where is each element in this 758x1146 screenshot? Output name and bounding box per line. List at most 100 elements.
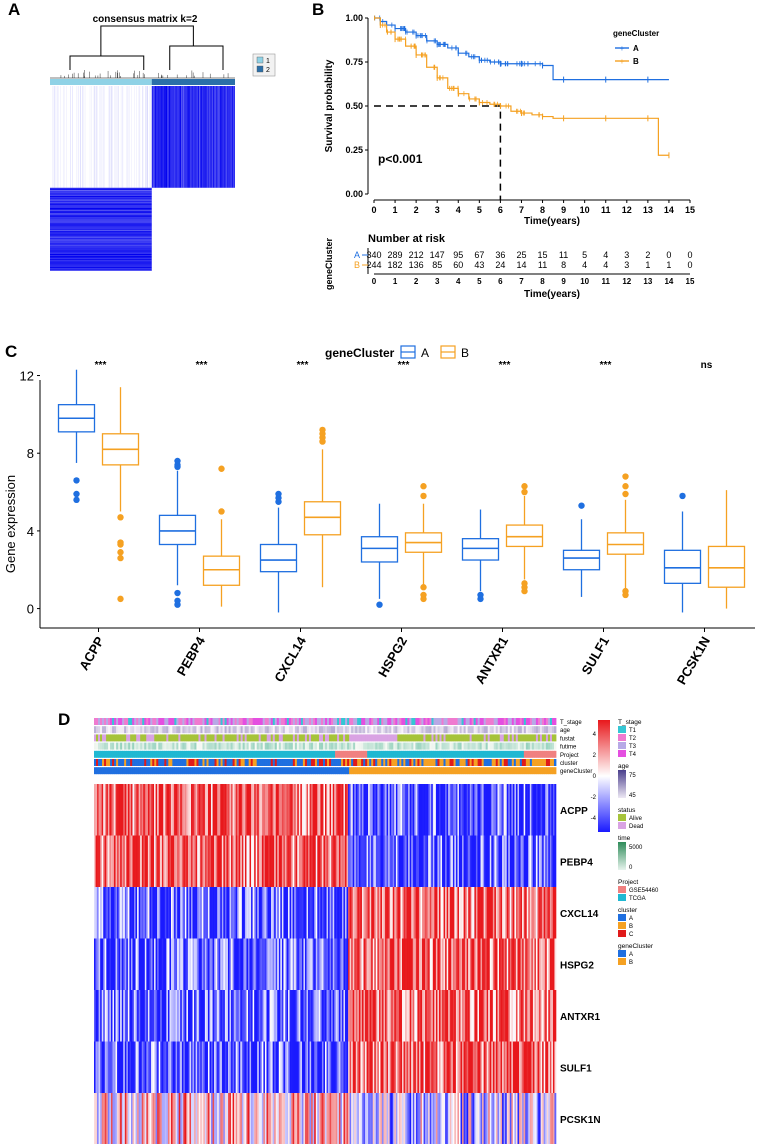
- heatmap-row-label-PCSK1N: PCSK1N: [560, 1115, 601, 1126]
- risk-count: 0: [666, 250, 671, 260]
- risk-x-tick-label: 9: [561, 277, 566, 286]
- x-tick-label: HSPG2: [375, 634, 410, 680]
- outlier-point: [73, 477, 80, 484]
- legend-label: 45: [629, 793, 636, 799]
- annotation-label: Project: [560, 753, 579, 759]
- consensus-matrix-heatmap: [50, 86, 235, 271]
- legend-label: T2: [629, 736, 637, 742]
- outlier-point: [521, 488, 528, 496]
- risk-count: 5: [582, 250, 587, 260]
- risk-count: 25: [516, 250, 526, 260]
- annotation-label: T_stage: [560, 720, 582, 726]
- risk-row-label-B: B: [354, 260, 360, 270]
- risk-row-label-A: A: [354, 250, 360, 260]
- significance-label: ***: [95, 360, 107, 371]
- legend-label-A: A: [633, 44, 639, 53]
- risk-count: 340: [366, 250, 381, 260]
- panel-label-d: D: [58, 710, 71, 729]
- significance-label: ns: [701, 360, 713, 371]
- x-axis-label: Time(years): [524, 216, 580, 227]
- box-CXCL14-B: [303, 501, 342, 536]
- legend-marker-A: +: [620, 44, 625, 53]
- legend-title-Project: Project: [618, 879, 638, 886]
- risk-count: 3: [624, 250, 629, 260]
- risk-count: 136: [409, 260, 424, 270]
- risk-x-tick-label: 2: [414, 277, 419, 286]
- risk-x-tick-label: 13: [643, 277, 652, 286]
- y-tick-label: 0.50: [345, 101, 363, 111]
- risk-count: 2: [645, 250, 650, 260]
- heatmap-row-SULF1: [94, 1041, 557, 1093]
- outlier-point: [73, 490, 80, 498]
- outlier-point: [73, 496, 80, 504]
- annotation-track-geneCluster: [94, 767, 557, 775]
- risk-count: 4: [603, 260, 608, 270]
- legend-swatch: [618, 914, 626, 921]
- legend-title-T_stage: T_stage: [618, 719, 642, 726]
- legend-label-A: A: [421, 346, 429, 360]
- risk-count: 60: [453, 260, 463, 270]
- legend-swatch: [618, 930, 626, 937]
- x-tick-label: 10: [580, 205, 590, 215]
- significance-label: ***: [297, 360, 309, 371]
- risk-x-tick-label: 5: [477, 277, 482, 286]
- risk-count: 244: [366, 260, 381, 270]
- x-tick-label: PCSK1N: [674, 634, 713, 687]
- annotation-label: age: [560, 728, 571, 734]
- legend-label: C: [629, 932, 634, 938]
- legend-label: A: [629, 952, 633, 958]
- risk-count: 43: [474, 260, 484, 270]
- x-tick-label: 7: [519, 205, 524, 215]
- legend-swatch: [618, 822, 626, 829]
- box-ANTXR1-A: [461, 538, 500, 561]
- risk-count: 4: [603, 250, 608, 260]
- legend-swatch: [618, 734, 626, 741]
- x-tick-label: SULF1: [579, 634, 613, 677]
- risk-x-tick-label: 10: [580, 277, 589, 286]
- risk-x-tick-label: 1: [393, 277, 398, 286]
- legend-gradient-time: [618, 842, 626, 870]
- significance-label: ***: [499, 360, 511, 371]
- annotation-label: geneCluster: [560, 769, 592, 775]
- annotation-label: cluster: [560, 761, 578, 767]
- consensus-title: consensus matrix k=2: [93, 14, 198, 25]
- box-ANTXR1-B: [505, 524, 544, 548]
- x-tick-label: 6: [498, 205, 503, 215]
- heatmap-row-label-ACPP: ACPP: [560, 806, 588, 817]
- risk-count: 11: [559, 250, 568, 260]
- legend-swatch: [618, 726, 626, 733]
- y-tick-label: 0.75: [345, 57, 363, 67]
- risk-count: 0: [687, 260, 692, 270]
- km-curve-A: [374, 17, 669, 81]
- legend-label: 75: [629, 773, 636, 779]
- legend-label: T3: [629, 744, 637, 750]
- color-scale-tick: 2: [593, 753, 597, 759]
- risk-count: 14: [516, 260, 526, 270]
- risk-x-tick-label: 15: [686, 277, 695, 286]
- x-tick-label: 5: [477, 205, 482, 215]
- color-scale-tick: 0: [593, 774, 597, 780]
- legend-swatch-2: [256, 65, 264, 73]
- heatmap-row-ACPP: [94, 784, 557, 836]
- x-tick-label: 12: [622, 205, 632, 215]
- risk-y-axis-label: geneCluster: [324, 237, 334, 290]
- y-tick-label: 12: [20, 369, 34, 384]
- outlier-point: [319, 426, 326, 434]
- matrix-block-1: [50, 187, 152, 271]
- heatmap-row-CXCL14: [94, 887, 557, 939]
- outlier-point: [420, 483, 427, 490]
- annotation-label: fustat: [560, 736, 575, 742]
- y-tick-label: 1.00: [345, 13, 363, 23]
- x-tick-label: ACPP: [76, 634, 107, 673]
- y-axis-label: Survival probability: [324, 59, 335, 152]
- risk-count: 3: [624, 260, 629, 270]
- legend-swatch-1: [256, 56, 264, 64]
- legend-title-geneCluster: geneCluster: [618, 943, 654, 950]
- outlier-point: [117, 514, 124, 521]
- panel-label-c: C: [5, 342, 18, 361]
- outlier-point: [521, 587, 528, 595]
- legend-swatch: [618, 886, 626, 893]
- annotation-track-age: [94, 726, 557, 734]
- survival-chart: 0.000.250.500.751.000 1 2 3 4 5 6 7 8 9 10 11 12 13 14…: [324, 13, 695, 300]
- legend-label: A: [629, 916, 633, 922]
